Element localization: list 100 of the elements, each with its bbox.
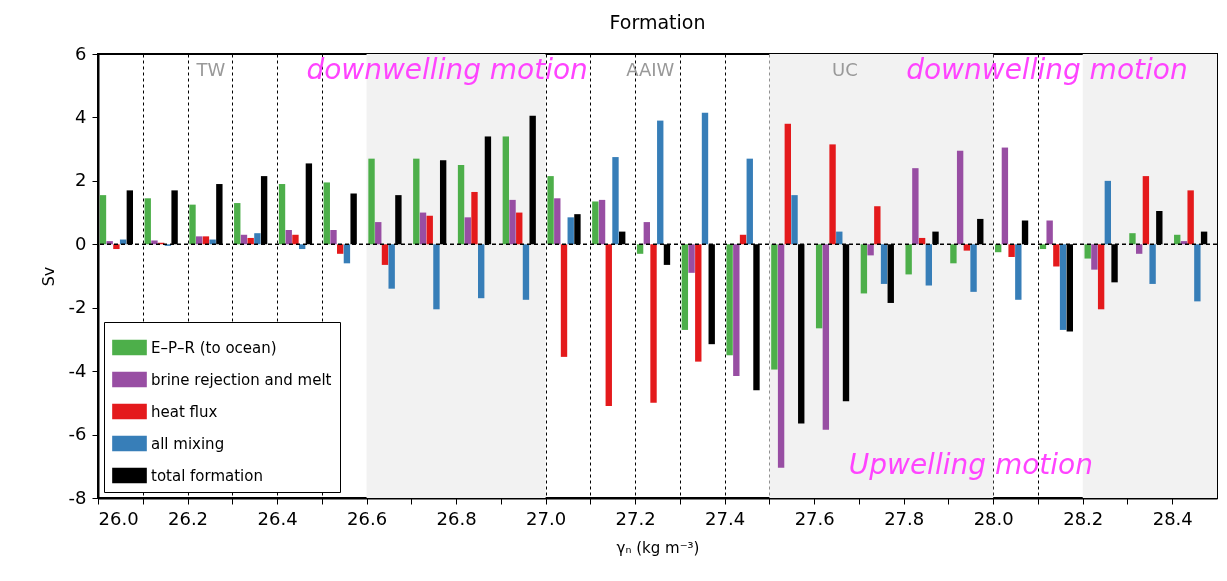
bar (1097, 244, 1105, 310)
x-tick-label: 28.0 (973, 507, 1014, 529)
bar (598, 199, 606, 245)
y-tick-label: -6 (68, 423, 87, 445)
x-tick-label: 27.0 (526, 507, 567, 529)
bar (657, 120, 664, 245)
bar (254, 233, 261, 245)
bar (688, 244, 695, 273)
bar (1059, 244, 1067, 330)
bar (1149, 244, 1156, 284)
bar (733, 244, 740, 376)
bar (99, 195, 107, 245)
x-tick-label: 26.0 (98, 507, 139, 529)
bar (209, 239, 216, 245)
bar (375, 222, 382, 245)
x-tick-label: 26.2 (167, 507, 209, 529)
bar (144, 198, 151, 245)
bar (777, 244, 785, 468)
bar (464, 217, 471, 245)
bar (1039, 244, 1047, 250)
bar (701, 112, 709, 245)
x-tick-label: 26.6 (347, 507, 388, 529)
bar (874, 206, 881, 245)
bar (413, 158, 420, 245)
bar (791, 195, 798, 245)
y-axis-title: Sv (38, 266, 58, 287)
bar (457, 165, 465, 245)
y-tick-label: -2 (68, 296, 87, 318)
bar (746, 158, 753, 245)
x-tick-label: 27.4 (705, 507, 746, 529)
bar (1180, 241, 1188, 245)
bar (1008, 244, 1015, 257)
bar (681, 244, 689, 330)
bar (925, 244, 932, 286)
bar (471, 191, 478, 245)
bar (918, 237, 926, 245)
bar (343, 244, 351, 264)
bar (234, 203, 241, 245)
bar (426, 215, 433, 245)
bar (912, 168, 919, 245)
legend-label: E–P–R (to ocean) (151, 338, 277, 357)
y-tick-label: 6 (75, 42, 87, 64)
bar (247, 237, 254, 245)
x-tick-label: 27.2 (615, 507, 656, 529)
annotation: TW (195, 59, 226, 81)
annotation: Upwelling motion (848, 448, 1093, 482)
legend-label: heat flux (151, 402, 218, 421)
x-tick-label: 28.4 (1152, 507, 1193, 529)
bar (592, 201, 599, 245)
x-tick-label: 27.6 (794, 507, 835, 529)
bar (516, 212, 523, 245)
bar (605, 244, 612, 407)
chart-title: Formation (609, 11, 706, 33)
bar (278, 184, 286, 245)
bar (860, 244, 868, 294)
bar (106, 241, 113, 245)
annotation: UC (832, 59, 858, 81)
y-tick-label: -8 (68, 486, 87, 508)
bar (1129, 233, 1136, 245)
bar (612, 157, 619, 245)
bar (478, 244, 485, 299)
y-tick-label: -4 (68, 359, 87, 381)
bar (1142, 176, 1150, 245)
bar (202, 236, 210, 245)
bar (650, 244, 657, 403)
x-tick-label: 28.2 (1063, 507, 1104, 529)
bar (1001, 147, 1009, 245)
bar (1194, 244, 1201, 302)
bar (554, 198, 561, 245)
bar (381, 244, 389, 265)
bar (815, 244, 823, 329)
bar (189, 204, 196, 245)
bar (433, 244, 440, 310)
bar (784, 123, 791, 245)
bar (368, 158, 375, 245)
bar (1015, 244, 1022, 300)
bar (1053, 244, 1060, 267)
y-tick-label: 4 (75, 105, 87, 127)
bar (419, 212, 427, 245)
bar (567, 217, 574, 245)
bar (1046, 220, 1053, 245)
bar (771, 244, 778, 370)
bar (905, 244, 912, 275)
bar (956, 150, 964, 245)
bar (950, 244, 957, 264)
legend-label: all mixing (151, 434, 225, 453)
bar (509, 199, 516, 245)
bar (1104, 180, 1112, 245)
x-axis-title: γₙ (kg m⁻³) (616, 538, 700, 557)
bar (522, 244, 530, 300)
bar (547, 176, 554, 245)
bar (337, 244, 344, 254)
y-tick-label: 0 (75, 232, 87, 254)
bar (880, 244, 888, 284)
bar (636, 244, 644, 254)
bar (330, 230, 337, 245)
bar (196, 236, 203, 245)
bar (151, 240, 158, 245)
bar (1135, 244, 1143, 254)
bar (822, 244, 830, 430)
